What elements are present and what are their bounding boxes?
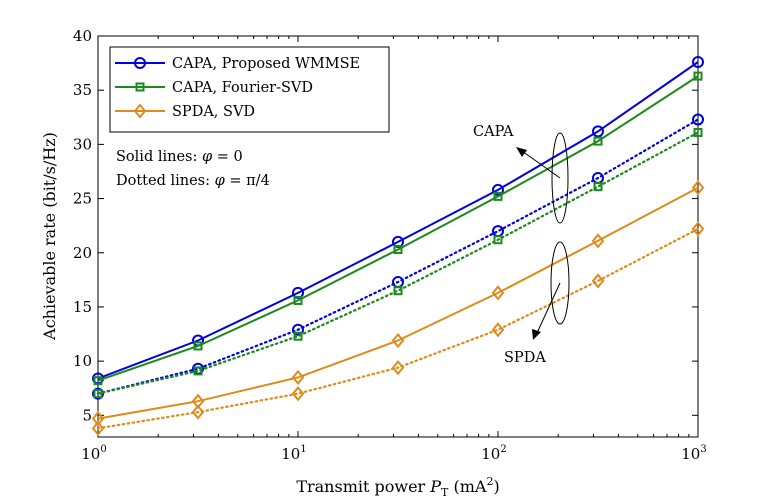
series-line (97, 75, 699, 382)
data-point (91, 411, 105, 427)
legend-marker (134, 57, 146, 69)
data-point (391, 332, 405, 349)
series-line (96, 131, 700, 395)
data-point (93, 376, 103, 386)
y-tick-label: 35 (73, 81, 92, 99)
data-point (193, 341, 203, 351)
data-point (691, 180, 705, 196)
data-point (391, 360, 405, 376)
legend-entry: CAPA, Fourier-SVD (115, 80, 313, 96)
data-point (691, 221, 705, 237)
x-tick-label: 102 (481, 444, 506, 463)
y-tick-label: 30 (73, 135, 92, 153)
y-axis: 5 10 15 20 25 30 35 40 (73, 27, 698, 424)
legend-label: SPDA, SVD (172, 104, 255, 120)
data-point (493, 191, 503, 201)
x-tick-label: 100 (81, 444, 106, 463)
data-point (592, 125, 605, 138)
spda-arrow-head (532, 329, 541, 340)
y-axis-title: Achievable rate (bit/s/Hz) (40, 132, 59, 341)
y-tick-label: 25 (73, 190, 92, 208)
data-point (292, 323, 304, 336)
capa-ellipse (551, 132, 569, 224)
legend-marker (133, 103, 147, 119)
legend-entry: CAPA, Proposed WMMSE (115, 56, 360, 72)
series-line (97, 186, 699, 420)
series-line (96, 227, 700, 430)
data-point (491, 322, 505, 338)
x-tick-label: 103 (681, 444, 706, 463)
capa-annotation: CAPA (473, 124, 569, 224)
data-point (693, 127, 703, 137)
data-point (692, 56, 704, 69)
data-point (91, 420, 105, 436)
data-point (693, 71, 703, 81)
series-line (97, 61, 699, 380)
capa-arrow-line (521, 150, 561, 179)
data-point (293, 295, 303, 305)
capa-label: CAPA (473, 124, 514, 140)
capa-arrow-head (516, 147, 527, 157)
data-point (492, 225, 504, 238)
x-tick-label: 101 (281, 444, 306, 463)
y-tick-label: 10 (73, 352, 92, 370)
legend: CAPA, Proposed WMMSE CAPA, Fourier-SVD SPD… (109, 46, 390, 133)
spda-ellipse (550, 241, 570, 325)
legend-label: CAPA, Fourier-SVD (172, 80, 313, 96)
data-point (492, 183, 504, 196)
y-tick-label: 5 (82, 406, 92, 424)
plot-frame (97, 35, 699, 438)
data-point (393, 245, 403, 255)
data-point (591, 233, 605, 249)
legend-marker (135, 82, 145, 92)
data-point (393, 286, 403, 296)
legend-box (109, 46, 390, 133)
solid-lines-note: Solid lines: φ = 0 (116, 149, 243, 165)
series-1 (93, 71, 703, 386)
data-point (291, 369, 305, 385)
x-axis-title: Transmit power PT (mA2) (296, 475, 499, 498)
data-point (491, 285, 505, 301)
data-point (593, 182, 603, 192)
data-point (692, 113, 704, 126)
data-point (92, 387, 104, 400)
series-5 (91, 221, 705, 436)
data-point (191, 393, 205, 409)
x-axis: 100 101 102 103 (81, 36, 707, 463)
y-tick-label: 15 (73, 298, 92, 316)
dotted-lines-note: Dotted lines: φ = π/4 (116, 173, 270, 189)
data-point (593, 136, 603, 146)
legend-label: CAPA, Proposed WMMSE (172, 56, 360, 72)
data-point (591, 273, 605, 289)
y-tick-label: 20 (73, 244, 92, 262)
series-2 (91, 180, 705, 427)
series-layer (91, 56, 705, 436)
series-line (96, 118, 700, 395)
data-point (193, 366, 203, 376)
series-4 (93, 127, 703, 399)
data-point (493, 235, 503, 245)
legend-entry: SPDA, SVD (115, 103, 255, 120)
data-point (93, 389, 103, 399)
data-point (191, 404, 205, 420)
spda-annotation: SPDA (504, 241, 570, 366)
data-point (291, 386, 305, 402)
spda-arrow-line (536, 282, 561, 334)
data-point (293, 331, 303, 341)
y-tick-label: 40 (73, 27, 92, 45)
spda-label: SPDA (504, 350, 546, 366)
